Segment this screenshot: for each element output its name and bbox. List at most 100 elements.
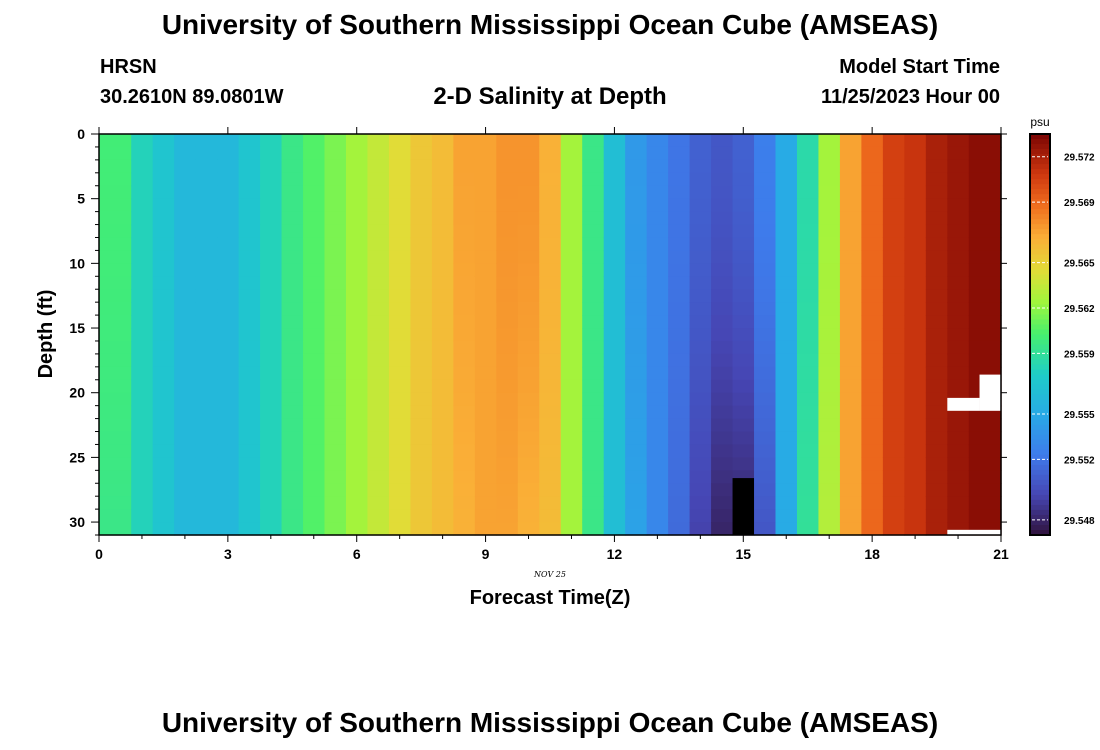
heatmap-cell: [603, 198, 626, 213]
heatmap-cell: [754, 509, 777, 523]
heatmap-cell: [453, 302, 476, 316]
heatmap-cell: [646, 444, 669, 458]
heatmap-cell: [582, 431, 605, 446]
colorbar-segment: [1030, 204, 1050, 210]
heatmap-cell: [195, 444, 218, 458]
heatmap-cell: [711, 522, 734, 536]
heatmap-cell: [904, 224, 927, 239]
heatmap-cell: [668, 379, 691, 394]
heatmap-cell: [689, 366, 712, 381]
heatmap-cell: [839, 302, 863, 316]
heatmap-cell: [625, 392, 648, 407]
heatmap-cell: [582, 263, 605, 277]
heatmap-cell: [152, 496, 175, 510]
y-tick-label: 25: [69, 449, 85, 465]
heatmap-cell: [646, 211, 669, 226]
heatmap-cell: [904, 522, 927, 536]
heatmap-cell: [754, 146, 777, 161]
heatmap-cell: [754, 289, 777, 303]
heatmap-cell: [925, 379, 948, 394]
heatmap-cell: [839, 470, 863, 484]
colorbar-segment: [1030, 174, 1050, 180]
heatmap-cell: [238, 353, 261, 368]
heatmap-cell: [152, 198, 175, 213]
heatmap-cell: [388, 509, 412, 523]
heatmap-cell: [603, 405, 626, 420]
heatmap-cell: [174, 172, 197, 187]
heatmap-cell: [195, 237, 218, 252]
heatmap-cell: [388, 457, 412, 471]
heatmap-cell: [904, 509, 927, 523]
heatmap-cell: [539, 457, 562, 471]
heatmap-cell: [625, 276, 648, 290]
heatmap-cell: [947, 198, 970, 213]
heatmap-cell: [539, 211, 562, 226]
heatmap-cell: [474, 444, 497, 458]
heatmap-cell: [904, 379, 927, 394]
heatmap-cell: [861, 392, 884, 407]
heatmap-cell: [818, 340, 841, 355]
heatmap-cell: [217, 470, 240, 484]
heatmap-cell: [818, 470, 841, 484]
heatmap-cell: [345, 302, 369, 316]
colorbar-segment: [1030, 419, 1050, 426]
heatmap-cell: [281, 353, 304, 368]
heatmap-cell: [474, 224, 497, 239]
heatmap-cell: [217, 405, 240, 420]
heatmap-cell: [646, 418, 669, 433]
heatmap-cell: [539, 522, 562, 536]
heatmap-cell: [260, 289, 283, 303]
y-tick-label: 30: [69, 514, 85, 530]
heatmap-cell: [281, 470, 304, 484]
heatmap-cell: [689, 289, 712, 303]
heatmap-cell: [303, 328, 326, 342]
heatmap-cell: [281, 134, 304, 148]
heatmap-cell: [839, 457, 863, 471]
heatmap-cell: [388, 146, 412, 161]
heatmap-cell: [324, 457, 347, 471]
heatmap-cell: [582, 289, 605, 303]
heatmap-cell: [453, 237, 476, 252]
heatmap-cell: [582, 172, 605, 187]
heatmap-cell: [711, 224, 734, 239]
heatmap-cell: [131, 185, 154, 200]
heatmap-cell: [260, 328, 283, 342]
heatmap-cell: [324, 276, 347, 290]
colorbar-segment: [1030, 464, 1050, 471]
heatmap-cell: [925, 302, 948, 316]
heatmap-cell: [195, 470, 218, 484]
heatmap-cell: [474, 457, 497, 471]
heatmap-cell: [732, 263, 755, 277]
heatmap-cell: [668, 470, 691, 484]
heatmap-cell: [217, 496, 240, 510]
heatmap-cell: [925, 250, 948, 264]
heatmap-cell: [388, 470, 412, 484]
heatmap-cell: [625, 302, 648, 316]
heatmap-cell: [131, 146, 154, 161]
heatmap-cell: [904, 328, 927, 342]
heatmap-cell: [152, 250, 175, 264]
heatmap-cell: [603, 159, 626, 174]
heatmap-cell: [839, 224, 863, 239]
x-tick-label: 6: [353, 546, 361, 562]
heatmap-cell: [925, 315, 948, 329]
heatmap-cell: [152, 134, 175, 148]
heatmap-cell: [174, 483, 197, 497]
heatmap-cell: [238, 418, 261, 433]
heatmap-cell: [711, 211, 734, 226]
heatmap-cell: [174, 392, 197, 407]
heatmap-cell: [754, 185, 777, 200]
heatmap-cell: [99, 224, 132, 239]
heatmap-cell: [238, 444, 261, 458]
colorbar-segment: [1030, 219, 1050, 225]
heatmap-cell: [99, 379, 132, 394]
heatmap-cell: [152, 263, 175, 277]
heatmap-cell: [99, 289, 132, 303]
heatmap-cell: [861, 185, 884, 200]
heatmap-cell: [539, 392, 562, 407]
heatmap-cell: [474, 134, 497, 148]
heatmap-cell: [625, 418, 648, 433]
heatmap-cell: [732, 159, 755, 174]
heatmap-cell: [732, 418, 755, 433]
heatmap-cell: [431, 172, 454, 187]
